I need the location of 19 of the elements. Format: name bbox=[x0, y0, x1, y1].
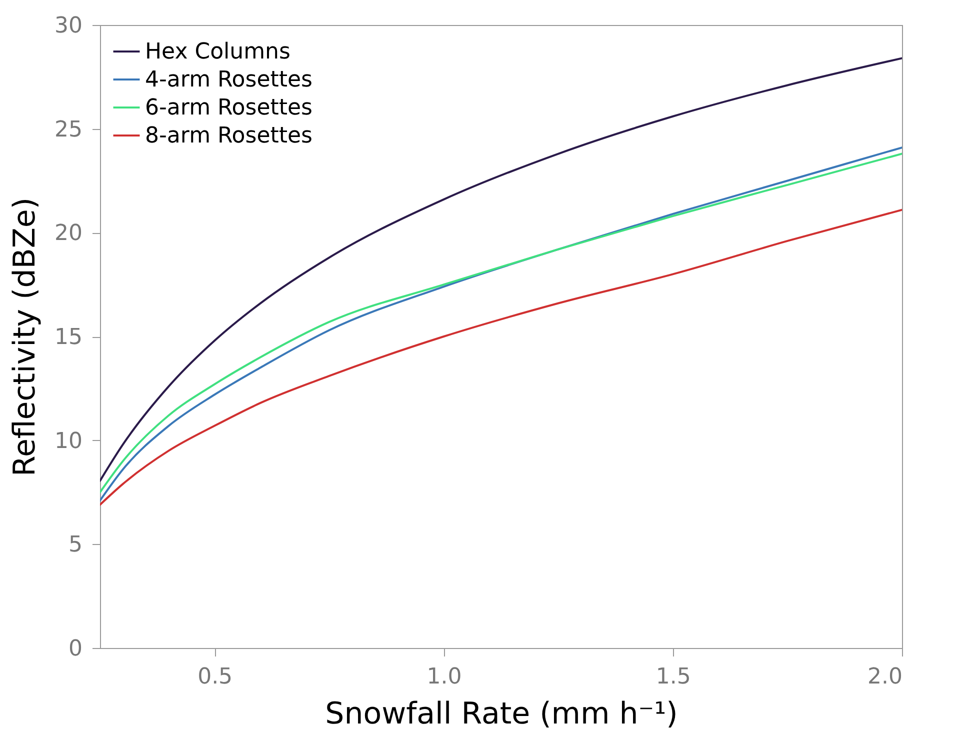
x-axis-title: Snowfall Rate (mm h⁻¹) bbox=[325, 696, 678, 732]
y-tick-label: 5 bbox=[68, 532, 82, 558]
line-series bbox=[100, 208, 902, 506]
y-tick-label: 10 bbox=[54, 428, 82, 454]
line-series bbox=[100, 57, 902, 482]
y-tick-label: 0 bbox=[68, 636, 82, 662]
y-tick-label: 15 bbox=[54, 325, 82, 350]
legend-label: 6-arm Rosettes bbox=[145, 96, 313, 120]
x-tick-label: 1.0 bbox=[426, 664, 462, 690]
y-axis-title: Reflectivity (dBZe) bbox=[8, 197, 43, 477]
legend-label: Hex Columns bbox=[145, 40, 290, 64]
legend-label: 4-arm Rosettes bbox=[145, 68, 313, 92]
y-tick-label: 20 bbox=[54, 221, 82, 246]
y-tick-label: 25 bbox=[54, 117, 82, 142]
y-tick-label: 30 bbox=[54, 14, 82, 38]
x-tick-label: 2.0 bbox=[868, 664, 902, 690]
x-tick-label: 0.5 bbox=[198, 664, 233, 690]
legend-label: 8-arm Rosettes bbox=[145, 124, 313, 148]
x-tick-label: 1.5 bbox=[656, 664, 691, 690]
